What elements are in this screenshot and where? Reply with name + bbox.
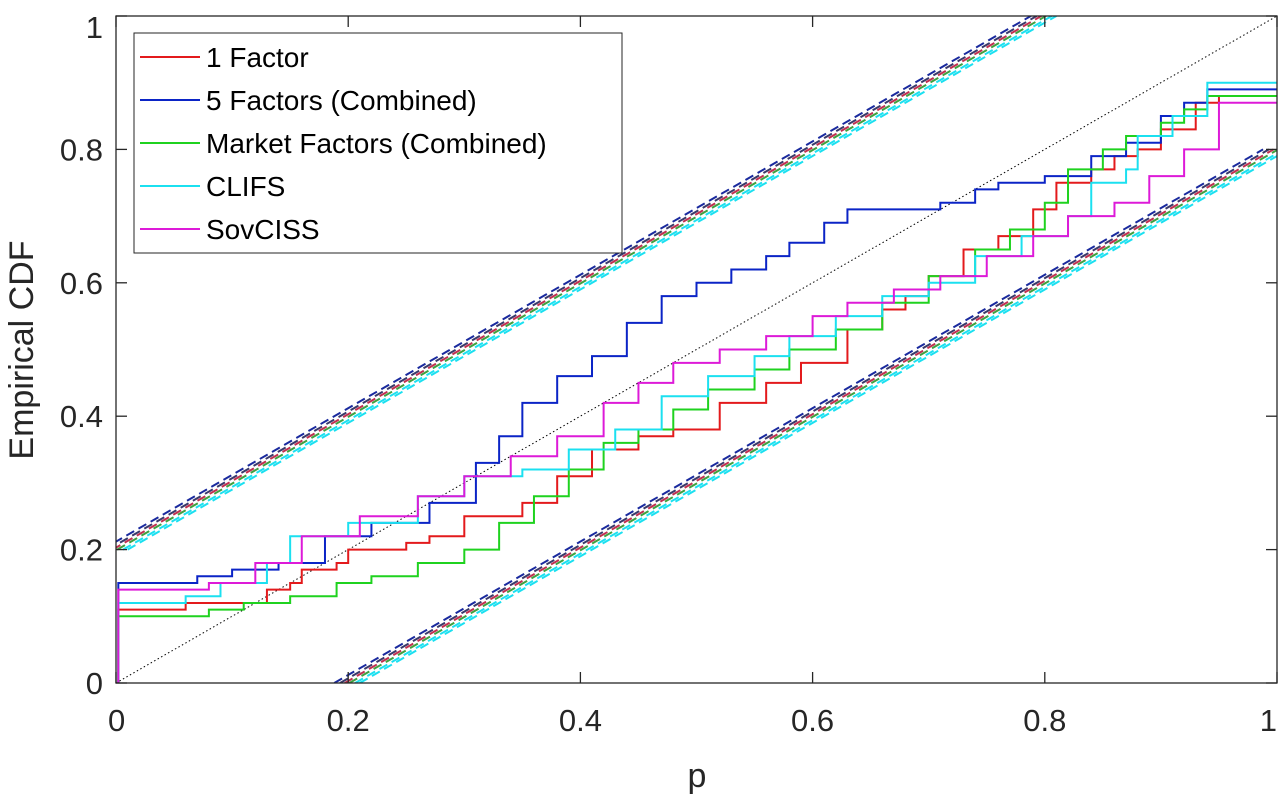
x-tick-label: 0 bbox=[108, 703, 125, 738]
legend-box bbox=[133, 32, 623, 254]
upper-band-line-1 bbox=[116, 16, 1038, 547]
upper-band-line-4 bbox=[122, 16, 1053, 551]
lower-band-line-5 bbox=[359, 154, 1277, 683]
x-tick-label: 0.4 bbox=[559, 703, 602, 738]
y-tick-label: 0.4 bbox=[60, 399, 103, 434]
legend: 1 Factor 5 Factors (Combined) Market Facto… bbox=[133, 32, 623, 254]
y-tick-label: 1 bbox=[86, 10, 103, 45]
y-tick-label: 0.2 bbox=[60, 533, 103, 568]
legend-label: CLIFS bbox=[206, 171, 285, 202]
upper-band-line-5 bbox=[127, 16, 1057, 551]
legend-label: SovCISS bbox=[206, 214, 320, 245]
lower-band-line-4 bbox=[354, 152, 1277, 683]
lower-band-line-1 bbox=[339, 148, 1270, 683]
ecdf-series bbox=[116, 81, 1277, 683]
upper-band-line-0 bbox=[116, 16, 1032, 543]
x-tick-label: 0.2 bbox=[327, 703, 370, 738]
x-tick-label: 1 bbox=[1260, 703, 1277, 738]
legend-label: 1 Factor bbox=[206, 42, 309, 73]
series-line-sovciss bbox=[116, 101, 1277, 683]
legend-label: Market Factors (Combined) bbox=[206, 128, 547, 159]
upper-band-line-3 bbox=[116, 16, 1047, 551]
series-line-5-factors-combined bbox=[116, 88, 1277, 683]
x-axis-label: p bbox=[688, 757, 707, 795]
x-tick-label: 0.6 bbox=[791, 703, 834, 738]
y-tick-label: 0.8 bbox=[60, 132, 103, 167]
reference-diagonal-line bbox=[116, 16, 1277, 683]
lower-band-line-3 bbox=[348, 148, 1277, 683]
lower-band-line-0 bbox=[333, 148, 1264, 683]
y-axis-ticks: 0 0.2 0.4 0.6 0.8 1 bbox=[60, 10, 1277, 701]
plot-frame bbox=[115, 15, 1278, 684]
lower-band-line-2 bbox=[344, 148, 1275, 683]
x-axis-ticks: 0 0.2 0.4 0.6 0.8 1 bbox=[108, 16, 1278, 738]
upper-band-line-2 bbox=[116, 16, 1042, 549]
series-line-market-factors-combined bbox=[116, 95, 1277, 683]
confidence-bands bbox=[116, 16, 1277, 683]
x-tick-label: 0.8 bbox=[1023, 703, 1066, 738]
y-tick-label: 0.6 bbox=[60, 266, 103, 301]
y-axis-label: Empirical CDF bbox=[3, 240, 41, 459]
legend-label: 5 Factors (Combined) bbox=[206, 85, 477, 116]
y-tick-label: 0 bbox=[86, 666, 103, 701]
